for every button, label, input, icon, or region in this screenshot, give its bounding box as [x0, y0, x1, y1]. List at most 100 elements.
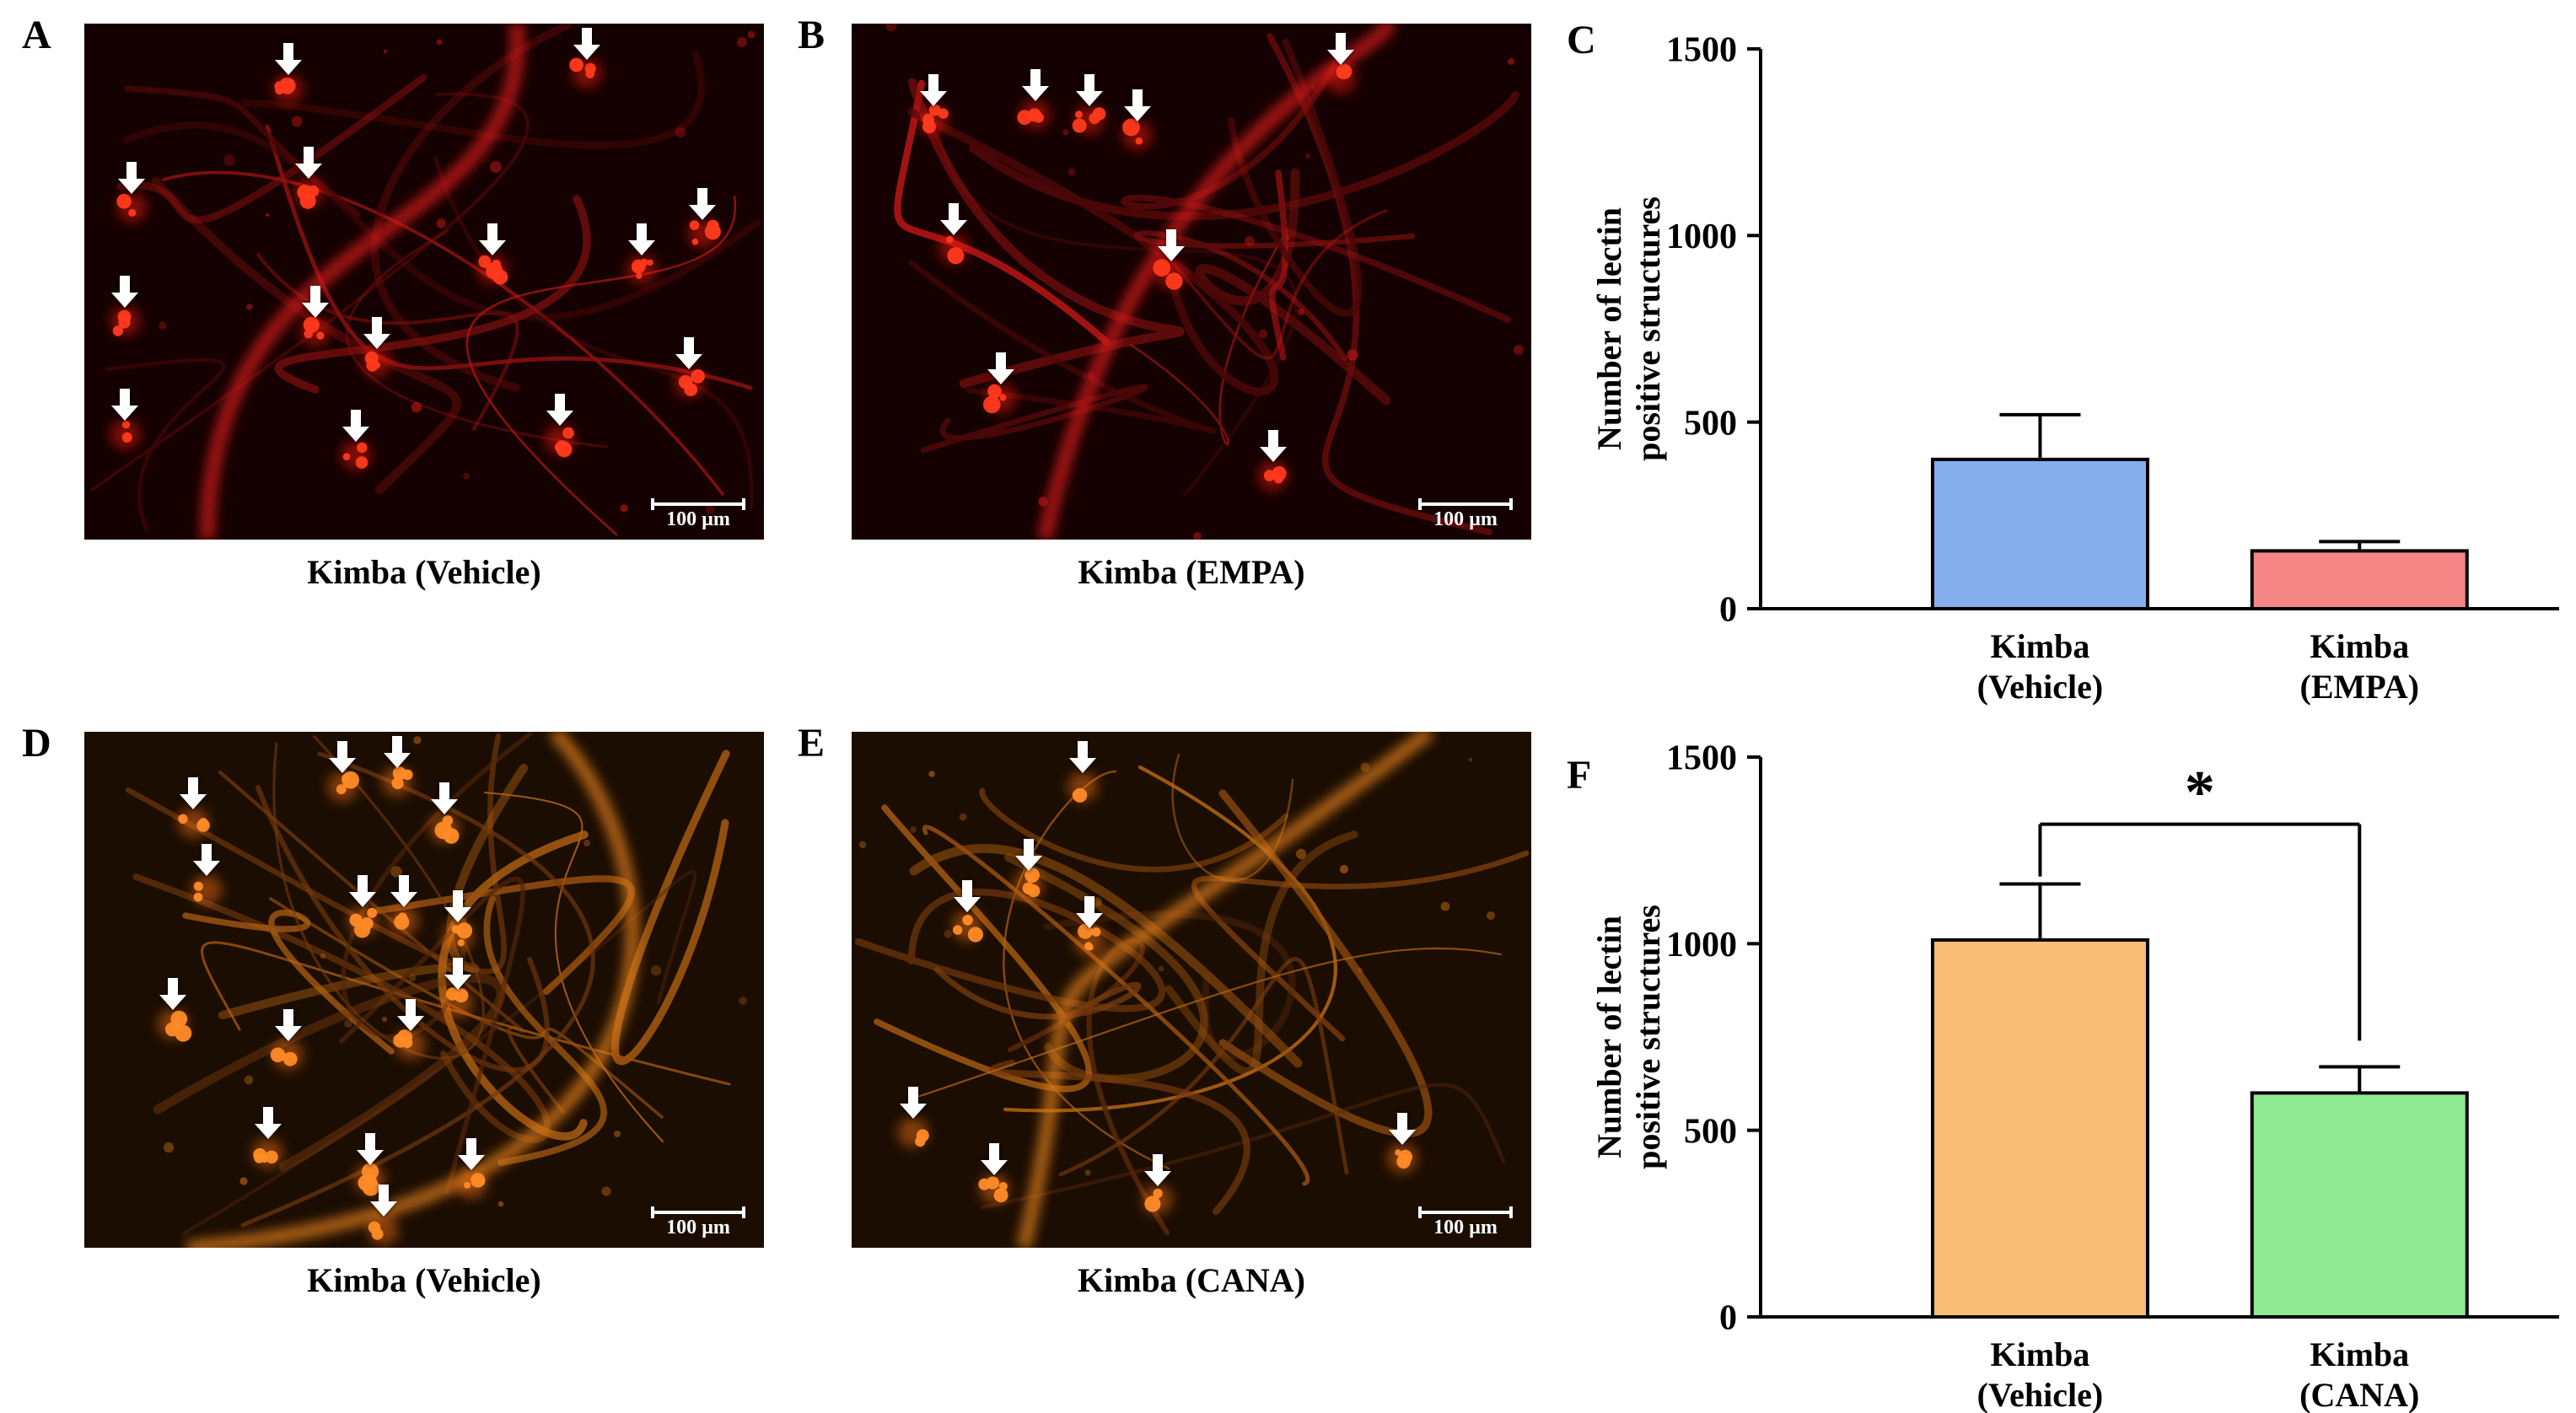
scale-bar-label: 100 µm [1433, 1217, 1498, 1238]
arrow-icon [159, 978, 186, 1011]
caption-panel-e: Kimba (CANA) [1078, 1261, 1305, 1299]
svg-text:Kimba: Kimba [1991, 627, 2090, 665]
svg-text:(EMPA): (EMPA) [2300, 668, 2419, 706]
arrow-icon [274, 1009, 302, 1042]
panel-letter-b: B [798, 13, 826, 57]
svg-text:0: 0 [1719, 1299, 1737, 1338]
arrow-icon [675, 337, 703, 370]
arrow-icon [954, 880, 981, 913]
arrow-icon [396, 998, 424, 1031]
scale-bar: 100 µm [1418, 1206, 1513, 1239]
micrograph-image [852, 24, 1531, 540]
bar-chart-c: C 0 500 1000 1500 Number of lectinpositive s… [1560, 0, 2576, 712]
arrow-icon [302, 285, 330, 318]
svg-text:1000: 1000 [1666, 926, 1737, 964]
arrow-icon [254, 1107, 282, 1140]
svg-text:500: 500 [1684, 404, 1737, 443]
svg-text:(Vehicle): (Vehicle) [1977, 1376, 2104, 1413]
scale-bar-line [1418, 1206, 1513, 1218]
arrow-icon [356, 1133, 384, 1166]
micrograph-image [84, 732, 764, 1248]
arrow-icon [444, 890, 472, 923]
arrow-icon [1327, 32, 1355, 65]
micrograph-image [84, 24, 764, 540]
arrow-icon [111, 389, 139, 422]
svg-text:Number of lectinpositive struc: Number of lectinpositive structures [1590, 905, 1667, 1169]
panel-letter-a: A [22, 13, 51, 57]
svg-text:1500: 1500 [1666, 31, 1737, 70]
arrow-icon [899, 1087, 927, 1119]
caption-panel-a: Kimba (Vehicle) [307, 553, 541, 591]
bar-chart-svg: 0 500 1000 1500 Number of lectinpositive str… [1590, 31, 2559, 706]
bar-chart-svg: 0 500 1000 1500 Number of lectinpositive str… [1590, 739, 2559, 1413]
svg-text:Kimba: Kimba [2310, 627, 2409, 665]
arrow-icon [573, 27, 601, 60]
panel-letter-d: D [22, 721, 51, 766]
arrow-icon [1069, 740, 1097, 773]
arrow-icon [1388, 1112, 1416, 1145]
arrow-icon [981, 1143, 1008, 1176]
arrow-icon [193, 844, 221, 877]
svg-text:Kimba: Kimba [1991, 1335, 2090, 1373]
arrow-icon [627, 223, 655, 256]
arrow-icon [1076, 895, 1104, 928]
svg-text:0: 0 [1719, 591, 1737, 630]
micrograph-panel-b: 100 µm [852, 24, 1531, 540]
arrow-icon [118, 161, 146, 194]
arrow-icon [478, 223, 506, 256]
scale-bar-line [1418, 498, 1513, 510]
panel-letter-f: F [1567, 753, 1592, 798]
arrow-icon [1157, 228, 1185, 261]
bar-chart-f: F 0 500 1000 1500 Number of lectinpositive s… [1560, 708, 2576, 1413]
scale-bar-line [651, 498, 745, 510]
arrow-icon [1076, 73, 1104, 106]
svg-text:500: 500 [1684, 1112, 1737, 1151]
svg-text:1000: 1000 [1666, 218, 1737, 256]
scale-bar-label: 100 µm [666, 508, 730, 530]
svg-text:*: * [2185, 759, 2215, 826]
arrow-icon [444, 958, 472, 990]
arrow-icon [294, 146, 322, 179]
arrow-icon [390, 875, 417, 908]
caption-panel-d: Kimba (Vehicle) [307, 1261, 541, 1299]
arrow-icon [329, 740, 357, 773]
arrow-icon [179, 776, 207, 809]
arrow-icon [1259, 430, 1287, 463]
micrograph-panel-d: 100 µm [84, 732, 764, 1248]
arrow-icon [342, 409, 370, 442]
arrow-icon [919, 73, 947, 106]
arrow-icon [111, 275, 139, 308]
svg-text:(Vehicle): (Vehicle) [1977, 668, 2104, 706]
scale-bar: 100 µm [651, 498, 745, 531]
arrow-icon [431, 782, 459, 814]
scale-bar: 100 µm [651, 1206, 745, 1239]
arrow-icon [1143, 1153, 1171, 1186]
scale-bar-label: 100 µm [1433, 508, 1498, 530]
svg-text:Number of lectinpositive struc: Number of lectinpositive structures [1590, 196, 1667, 461]
panel-letter-c: C [1567, 18, 1596, 62]
arrow-icon [363, 316, 390, 349]
svg-text:(CANA): (CANA) [2299, 1376, 2419, 1413]
svg-text:1500: 1500 [1666, 739, 1737, 778]
arrow-icon [546, 394, 574, 427]
arrow-icon [458, 1138, 486, 1171]
micrograph-image [852, 732, 1531, 1248]
arrow-icon [689, 187, 717, 220]
caption-panel-b: Kimba (EMPA) [1078, 553, 1305, 591]
micrograph-panel-a: 100 µm [84, 24, 764, 540]
arrow-icon [987, 352, 1015, 385]
scale-bar-label: 100 µm [666, 1217, 730, 1238]
panel-letter-e: E [798, 721, 826, 766]
arrow-icon [274, 43, 302, 76]
micrograph-panel-e: 100 µm [852, 732, 1531, 1248]
arrow-icon [939, 202, 967, 235]
scale-bar-line [651, 1206, 745, 1218]
svg-text:Kimba: Kimba [2310, 1335, 2409, 1373]
arrow-icon [1123, 89, 1151, 122]
scale-bar: 100 µm [1418, 498, 1513, 531]
arrow-icon [349, 875, 377, 908]
arrow-icon [1021, 68, 1049, 101]
arrow-icon [369, 1185, 397, 1217]
arrow-icon [1014, 839, 1042, 872]
arrow-icon [383, 735, 411, 768]
